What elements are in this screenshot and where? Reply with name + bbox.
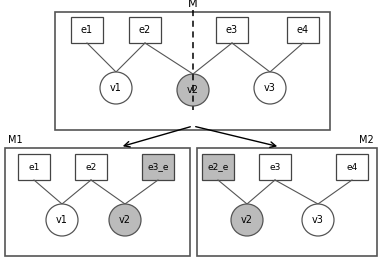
Circle shape [109,204,141,236]
Text: e2: e2 [85,162,96,172]
Bar [18,154,50,180]
Bar [5,148,190,256]
Bar [197,148,377,256]
Text: v3: v3 [312,215,324,225]
Circle shape [231,204,263,236]
Text: M2: M2 [359,135,374,145]
Text: v1: v1 [110,83,122,93]
Bar [129,17,161,43]
Bar [71,17,103,43]
Bar [336,154,368,180]
Bar [216,17,248,43]
Text: e4: e4 [297,25,309,35]
Text: v3: v3 [264,83,276,93]
Text: e1: e1 [81,25,93,35]
Bar [287,17,319,43]
Circle shape [100,72,132,104]
Text: e3: e3 [269,162,281,172]
Text: v2: v2 [187,85,199,95]
Circle shape [302,204,334,236]
Text: e4: e4 [346,162,357,172]
Text: e1: e1 [28,162,40,172]
Circle shape [254,72,286,104]
Circle shape [46,204,78,236]
Text: v2: v2 [241,215,253,225]
Text: e3: e3 [226,25,238,35]
Text: v1: v1 [56,215,68,225]
Bar [259,154,291,180]
Text: M1: M1 [8,135,23,145]
Text: e3_e: e3_e [147,162,169,172]
Text: M: M [188,0,197,9]
Bar [75,154,107,180]
Bar [202,154,234,180]
Text: v2: v2 [119,215,131,225]
Text: e2: e2 [139,25,151,35]
Circle shape [177,74,209,106]
Bar [142,154,174,180]
Text: e2_e: e2_e [207,162,229,172]
Bar [55,12,330,130]
